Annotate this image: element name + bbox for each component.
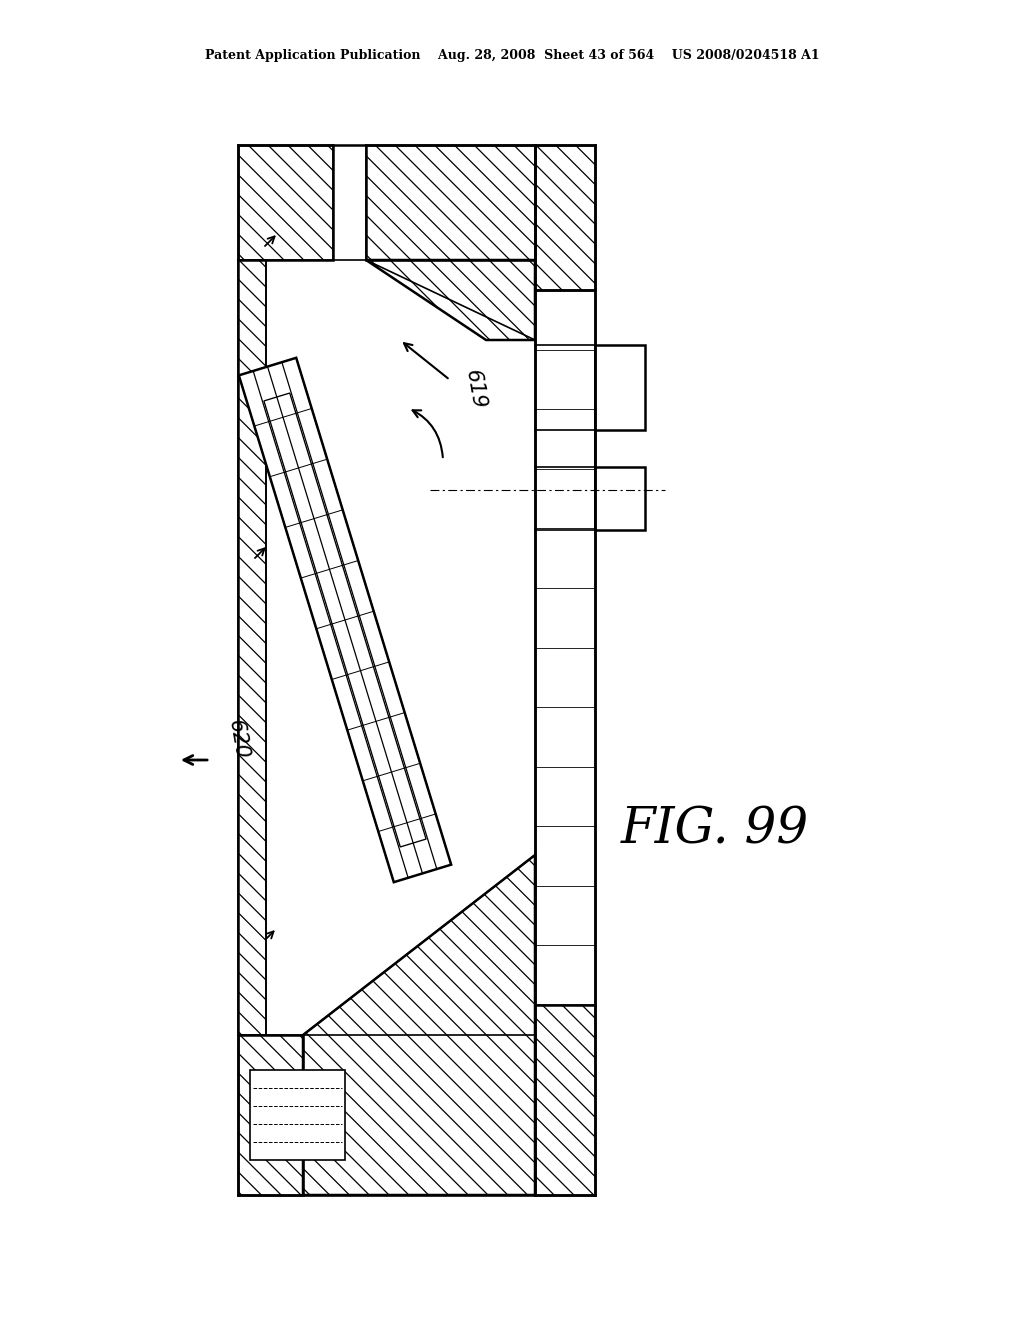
Polygon shape (366, 260, 535, 341)
Bar (238, 145, 535, 1195)
Polygon shape (535, 1005, 595, 1195)
Polygon shape (238, 260, 266, 1035)
Bar (595, 345, 645, 430)
Bar (535, 145, 595, 1195)
Text: 619: 619 (462, 368, 488, 412)
Polygon shape (303, 855, 535, 1195)
Text: 620: 620 (225, 718, 252, 762)
Bar (535, 290, 595, 1005)
Polygon shape (253, 384, 411, 855)
Polygon shape (239, 358, 452, 882)
Text: FIG. 99: FIG. 99 (621, 805, 809, 855)
Text: Patent Application Publication    Aug. 28, 2008  Sheet 43 of 564    US 2008/0204: Patent Application Publication Aug. 28, … (205, 49, 819, 62)
Polygon shape (238, 1035, 303, 1195)
Polygon shape (366, 145, 535, 260)
Polygon shape (238, 145, 333, 260)
Bar (595, 467, 645, 531)
Bar (250, 1071, 345, 1160)
Polygon shape (535, 145, 595, 290)
Polygon shape (279, 384, 437, 855)
